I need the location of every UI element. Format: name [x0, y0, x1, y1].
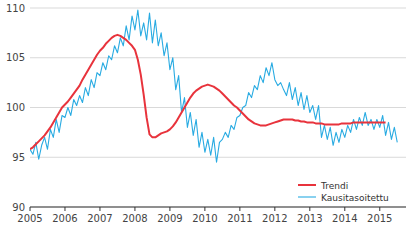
lines: [30, 10, 397, 162]
grid-line: [30, 8, 406, 9]
x-tick: [99, 207, 100, 211]
x-tick: [204, 207, 205, 211]
grid: [30, 8, 406, 207]
y-tick-label: 105: [6, 52, 25, 63]
legend-label: Trendi: [320, 181, 348, 191]
x-tick-label: 2011: [227, 213, 252, 224]
x-tick: [379, 207, 380, 211]
x-tick: [64, 207, 65, 211]
legend-label: Kausitasoitettu: [321, 193, 389, 203]
x-tick-label: 2010: [192, 213, 217, 224]
x-tick: [274, 207, 275, 211]
x-tick-label: 2012: [262, 213, 287, 224]
grid-line: [30, 107, 406, 108]
grid-line: [30, 157, 406, 158]
y-tick-label: 90: [12, 202, 25, 213]
x-tick-label: 2013: [297, 213, 322, 224]
y-tick-label: 95: [12, 152, 25, 163]
x-tick: [134, 207, 135, 211]
x-tick: [30, 207, 31, 211]
x-tick-label: 2006: [52, 213, 77, 224]
legend: Trendi Kausitasoitettu: [298, 181, 389, 203]
legend-swatch: [298, 196, 316, 197]
legend-swatch: [298, 184, 316, 186]
grid-line: [30, 57, 406, 58]
x-tick-label: 2014: [332, 213, 357, 224]
y-tick-label: 110: [6, 3, 25, 14]
x-tick: [309, 207, 310, 211]
chart: 90 95 100 105 110 2005 2006 2007 2008 2009 2010 201…: [0, 0, 416, 227]
x-tick-label: 2015: [367, 213, 392, 224]
y-tick-label: 100: [6, 102, 25, 113]
x-tick-label: 2005: [17, 213, 42, 224]
x-tick-label: 2007: [87, 213, 112, 224]
series-line: [30, 35, 386, 149]
x-tick: [239, 207, 240, 211]
x-tick-label: 2008: [122, 213, 147, 224]
x-tick: [169, 207, 170, 211]
series-line: [30, 10, 397, 162]
x-tick: [344, 207, 345, 211]
x-axis: [30, 207, 406, 208]
x-tick-label: 2009: [157, 213, 182, 224]
grid-line: [30, 207, 406, 208]
